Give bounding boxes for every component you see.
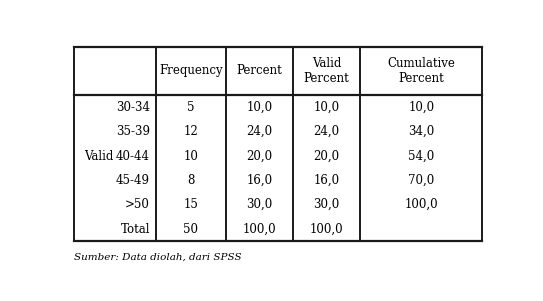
Text: Cumulative
Percent: Cumulative Percent xyxy=(388,57,455,85)
Text: Percent: Percent xyxy=(236,64,282,77)
Text: 34,0: 34,0 xyxy=(408,125,434,138)
Text: 50: 50 xyxy=(184,222,198,236)
Text: 10,0: 10,0 xyxy=(314,101,340,114)
Text: Frequency: Frequency xyxy=(159,64,223,77)
Text: 100,0: 100,0 xyxy=(405,198,438,211)
Text: 5: 5 xyxy=(187,101,195,114)
Text: 30-34: 30-34 xyxy=(116,101,150,114)
Text: Sumber: Data diolah, dari SPSS: Sumber: Data diolah, dari SPSS xyxy=(74,253,242,262)
Text: 24,0: 24,0 xyxy=(247,125,273,138)
Text: 8: 8 xyxy=(187,174,194,187)
Text: 20,0: 20,0 xyxy=(247,150,273,163)
Text: 100,0: 100,0 xyxy=(243,222,276,236)
Text: 20,0: 20,0 xyxy=(314,150,340,163)
Text: 70,0: 70,0 xyxy=(408,174,434,187)
Text: 45-49: 45-49 xyxy=(116,174,150,187)
Text: 10,0: 10,0 xyxy=(408,101,434,114)
Text: 16,0: 16,0 xyxy=(247,174,273,187)
Text: 10: 10 xyxy=(184,150,198,163)
Text: 30,0: 30,0 xyxy=(246,198,273,211)
Text: 100,0: 100,0 xyxy=(310,222,344,236)
Text: 30,0: 30,0 xyxy=(313,198,340,211)
Text: 40-44: 40-44 xyxy=(116,150,150,163)
Text: Total: Total xyxy=(121,222,150,236)
Text: 12: 12 xyxy=(184,125,198,138)
Text: 10,0: 10,0 xyxy=(247,101,273,114)
Text: 15: 15 xyxy=(184,198,198,211)
Text: 16,0: 16,0 xyxy=(314,174,340,187)
Text: >50: >50 xyxy=(125,198,150,211)
Text: 54,0: 54,0 xyxy=(408,150,434,163)
Text: 24,0: 24,0 xyxy=(314,125,340,138)
Text: 35-39: 35-39 xyxy=(116,125,150,138)
Text: Valid
Percent: Valid Percent xyxy=(304,57,350,85)
Text: Valid: Valid xyxy=(84,150,113,163)
